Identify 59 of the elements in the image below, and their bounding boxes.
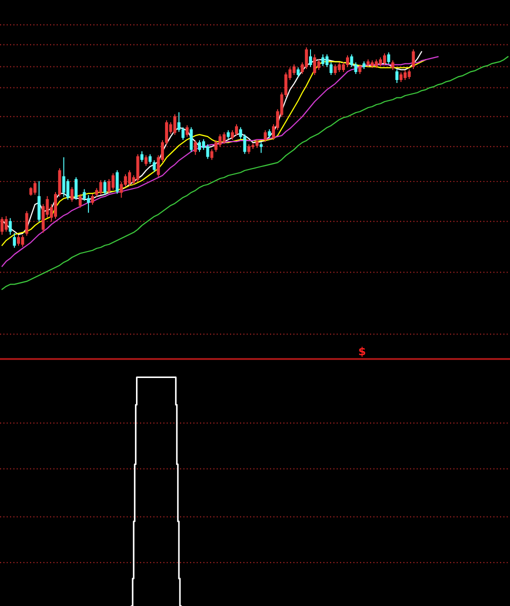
- candlestick: [128, 170, 132, 186]
- candlestick: [4, 216, 8, 232]
- candlestick: [25, 211, 28, 236]
- candlestick: [136, 154, 140, 182]
- candlestick: [391, 60, 394, 70]
- candlestick: [8, 218, 12, 235]
- candlestick: [334, 64, 337, 75]
- candlestick: [370, 60, 374, 68]
- candlestick: [173, 114, 176, 135]
- candlestick: [38, 181, 41, 222]
- candlestick: [222, 132, 226, 144]
- text: $: [359, 346, 366, 357]
- candlestick: [186, 125, 189, 137]
- candlestick: [234, 124, 238, 136]
- candlestick: [260, 142, 263, 153]
- candlestick: [374, 59, 378, 68]
- candlestick: [264, 130, 267, 142]
- candlestick: [387, 52, 390, 64]
- candlestick: [366, 59, 370, 68]
- candlestick: [33, 181, 36, 195]
- candlestick: [412, 49, 415, 69]
- candlestick: [152, 160, 156, 172]
- candlestick: [70, 187, 74, 202]
- candlestick: [190, 127, 193, 152]
- candlestick: [148, 154, 152, 164]
- candlestick: [313, 54, 316, 75]
- candlestick: [309, 49, 312, 68]
- candlestick: [268, 129, 271, 138]
- candlestick: [99, 180, 102, 195]
- candlestick: [378, 57, 382, 66]
- candlestick: [116, 170, 119, 194]
- candlestick: [0, 217, 4, 235]
- candlestick: [256, 139, 259, 148]
- candlestick: [247, 144, 250, 154]
- candlestick: [210, 149, 214, 160]
- candlestick: [408, 69, 411, 79]
- candlestick: [140, 151, 144, 162]
- candlestick: [91, 194, 94, 205]
- candlestick: [362, 61, 366, 69]
- candlestick: [62, 157, 66, 197]
- candlestick: [338, 62, 341, 72]
- candlestick: [226, 130, 230, 139]
- candlestick: [395, 69, 398, 83]
- candlestick: [404, 70, 407, 80]
- candlestick: [12, 233, 16, 248]
- candlestick: [296, 67, 300, 77]
- candlestick: [17, 235, 20, 246]
- candlestick: [21, 235, 24, 247]
- candlestick: [198, 140, 201, 152]
- candlestick: [103, 180, 106, 195]
- candlestick: [358, 64, 362, 74]
- candlestick: [383, 53, 386, 66]
- candlestick: [74, 177, 78, 200]
- candlestick: [400, 72, 403, 82]
- candlestick: [112, 173, 115, 190]
- candlestick: [78, 194, 82, 208]
- candlestick: [321, 54, 324, 66]
- candlestick: [144, 155, 148, 166]
- candlestick: [194, 140, 197, 155]
